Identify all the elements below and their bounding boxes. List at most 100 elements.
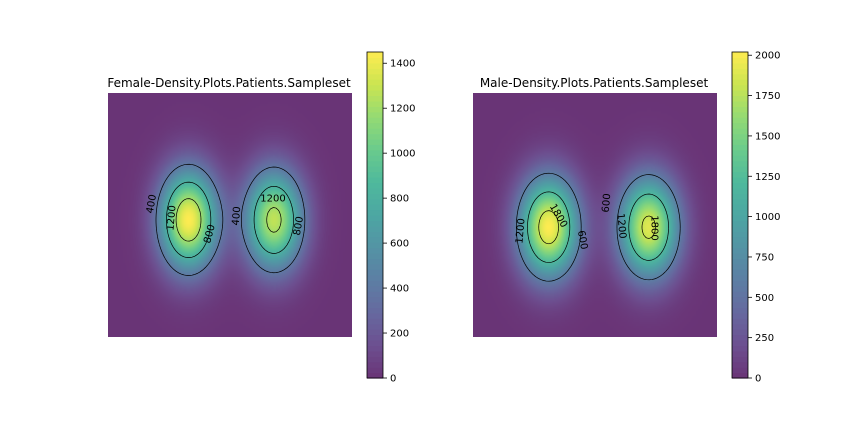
colorbar-tick-label: 1750 <box>755 91 780 102</box>
colorbar-band <box>732 133 748 140</box>
colorbar-band <box>367 176 383 183</box>
colorbar-frame <box>731 51 749 379</box>
colorbar-band <box>367 128 383 135</box>
colorbar-band <box>732 204 748 211</box>
contour-label: 1200 <box>260 194 285 205</box>
colorbar-band <box>367 160 383 167</box>
colorbar-band <box>732 247 748 254</box>
density-heatmap <box>473 93 717 337</box>
colorbar-band <box>367 149 383 156</box>
colorbar-band <box>367 171 383 178</box>
colorbar-band <box>732 339 748 346</box>
colorbar-band <box>732 198 748 205</box>
colorbar-band <box>367 236 383 243</box>
colorbar-frame <box>366 51 384 379</box>
colorbar-band <box>732 231 748 238</box>
colorbar-tick-label: 250 <box>755 333 774 344</box>
colorbar-band <box>732 128 748 135</box>
colorbar-band <box>732 117 748 124</box>
colorbar-band <box>732 57 748 64</box>
colorbar-band <box>732 111 748 118</box>
colorbar-band <box>367 263 383 270</box>
contour-line-800 <box>166 181 294 258</box>
colorbar-tick-label: 2000 <box>755 51 780 62</box>
contour-label: 800 <box>292 216 306 237</box>
colorbar-band <box>367 95 383 102</box>
colorbar-band <box>732 160 748 167</box>
colorbar-band <box>732 280 748 287</box>
contour-label: 400 <box>231 206 244 226</box>
colorbar-tick-label: 0 <box>755 374 761 385</box>
colorbar-band <box>732 329 748 336</box>
colorbar-band <box>367 209 383 216</box>
colorbar-band <box>367 79 383 86</box>
colorbar-band <box>732 73 748 80</box>
colorbar-band <box>367 329 383 336</box>
colorbar-band <box>367 133 383 140</box>
colorbar-band <box>367 52 383 59</box>
colorbar-band <box>732 176 748 183</box>
colorbar-band <box>367 345 383 352</box>
colorbar-band <box>367 231 383 238</box>
colorbar-band <box>732 209 748 216</box>
colorbar-tick-label: 600 <box>390 239 409 250</box>
colorbar-band <box>732 100 748 107</box>
colorbar-tick-label: 1400 <box>390 59 415 70</box>
colorbar-band <box>367 307 383 314</box>
colorbar-band <box>732 62 748 69</box>
colorbar-tick-label: 1000 <box>390 149 415 160</box>
colorbar-band <box>732 263 748 270</box>
female-colorbar: 0 200 400 600 800 1000 1200 1400 <box>366 51 415 385</box>
contour-label: 1200 <box>614 213 627 239</box>
colorbar-band <box>367 73 383 80</box>
colorbar-band <box>732 323 748 330</box>
colorbar-band <box>732 334 748 341</box>
colorbar-band <box>367 296 383 303</box>
colorbar-band <box>367 280 383 287</box>
colorbar-band <box>732 215 748 222</box>
female-plot-title: Female-Density.Plots.Patients.Sampleset <box>107 76 351 90</box>
colorbar-band <box>367 323 383 330</box>
colorbar-band <box>367 90 383 97</box>
colorbar-band <box>367 198 383 205</box>
colorbar-band <box>367 220 383 227</box>
contour-label: 600 <box>601 193 614 213</box>
colorbar-band <box>367 285 383 292</box>
colorbar-band <box>732 95 748 102</box>
colorbar-band <box>367 155 383 162</box>
colorbar-band <box>367 301 383 308</box>
colorbar-band <box>367 106 383 113</box>
colorbar-band <box>732 291 748 298</box>
colorbar-band <box>367 84 383 91</box>
colorbar-band <box>732 52 748 59</box>
colorbar-band <box>367 166 383 173</box>
colorbar-tick-label: 1000 <box>755 212 780 223</box>
colorbar-band <box>732 220 748 227</box>
colorbar-band <box>732 138 748 145</box>
colorbar-band <box>732 312 748 319</box>
colorbar-band <box>367 204 383 211</box>
colorbar-band <box>732 258 748 265</box>
colorbar-band <box>367 193 383 200</box>
colorbar-band <box>732 345 748 352</box>
colorbar-band <box>732 106 748 113</box>
contour-line-400 <box>155 163 306 276</box>
colorbar-band <box>367 68 383 75</box>
colorbar-band <box>732 318 748 325</box>
male-density-panel: Male-Density.Plots.Patients.Sampleset 12… <box>473 51 780 385</box>
male-colorbar: 0 250 500 750 1000 1250 1500 1750 2000 <box>731 51 780 385</box>
contour-label: 1200 <box>514 218 527 244</box>
colorbar-band <box>732 155 748 162</box>
colorbar-band <box>732 361 748 368</box>
colorbar-band <box>732 144 748 151</box>
colorbar-band <box>732 68 748 75</box>
colorbar-band <box>732 187 748 194</box>
colorbar-band <box>732 171 748 178</box>
colorbar-band <box>367 258 383 265</box>
colorbar-band <box>367 356 383 363</box>
colorbar-band <box>367 122 383 129</box>
colorbar-band <box>732 90 748 97</box>
female-density-panel: Female-Density.Plots.Patients.Sampleset … <box>107 51 415 385</box>
colorbar-tick-label: 1200 <box>390 104 415 115</box>
